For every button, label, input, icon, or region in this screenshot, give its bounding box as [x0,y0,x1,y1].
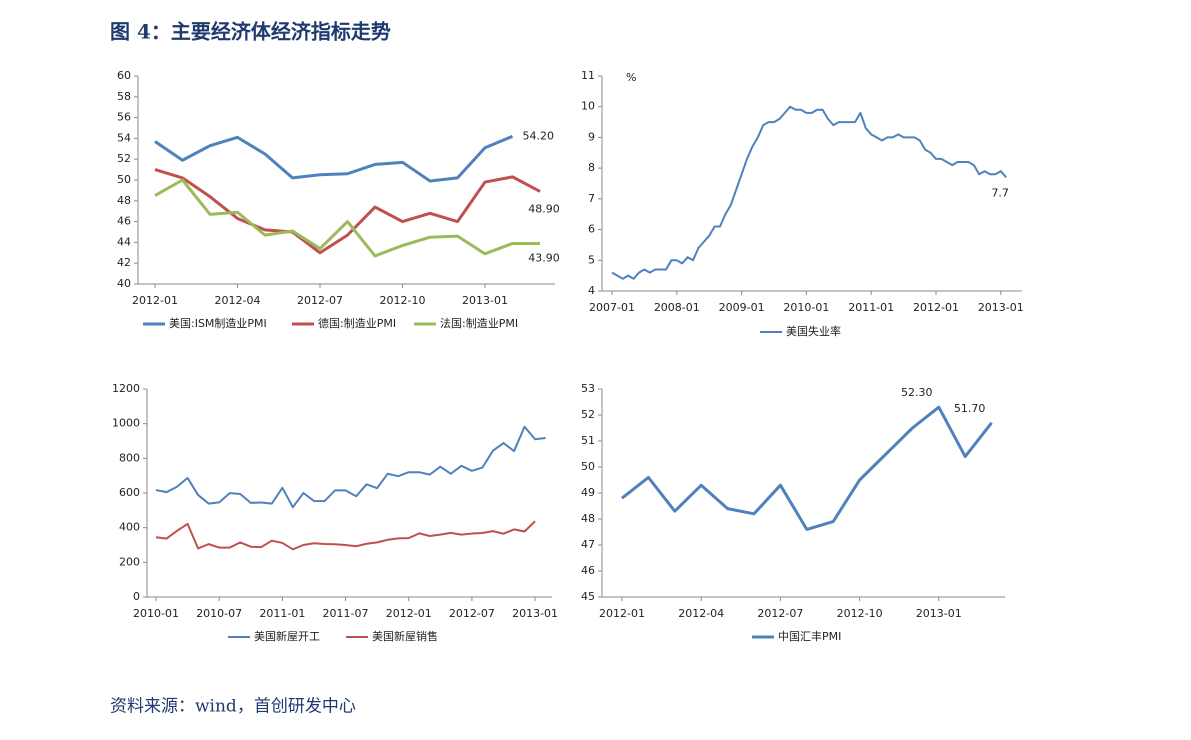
x-tick-label: 2010-01 [133,607,179,620]
legend-label: 法国:制造业PMI [440,316,518,330]
value-label: 54.20 [523,129,555,142]
series-line [154,134,514,183]
y-tick-label: 1000 [112,417,140,430]
value-label: 52.30 [901,386,933,399]
x-tick-label: 2012-10 [380,294,426,307]
legend-label: 美国新屋销售 [372,629,438,643]
series-line [154,178,540,258]
y-tick-label: 50 [581,460,595,473]
legend-label: 美国失业率 [786,324,841,338]
y-tick-label: 11 [581,69,595,82]
y-tick-label: 46 [581,564,595,577]
y-tick-label: 200 [119,555,140,568]
y-tick-label: 60 [117,69,131,82]
x-tick-label: 2012-07 [757,607,803,620]
y-tick-label: 8 [588,161,595,174]
value-label: 7.7 [991,186,1009,199]
figure-title: 图 4：主要经济体经济指标走势 [110,20,391,44]
x-tick-label: 2008-01 [654,301,700,314]
y-tick-label: 48 [581,512,595,525]
y-tick-label: 600 [119,486,140,499]
x-tick-label: 2012-01 [132,294,178,307]
x-tick-label: 2012-01 [599,607,645,620]
legend-label: 中国汇丰PMI [778,630,841,643]
y-tick-label: 45 [581,590,595,603]
y-tick-label: 49 [581,486,595,499]
y-unit: % [626,71,636,84]
x-tick-label: 2011-01 [848,301,894,314]
x-tick-label: 2009-01 [719,301,765,314]
x-tick-label: 2011-07 [323,607,369,620]
x-tick-label: 2012-07 [449,607,495,620]
series-line [611,105,1007,280]
y-tick-label: 47 [581,538,595,551]
legend-label: 美国:ISM制造业PMI [169,316,267,330]
x-tick-label: 2013-01 [916,607,962,620]
legend-label: 德国:制造业PMI [318,316,396,330]
y-tick-label: 58 [117,90,131,103]
legend-label: 美国新屋开工 [254,629,320,643]
y-tick-label: 52 [581,408,595,421]
value-label: 48.90 [528,202,560,215]
y-tick-label: 10 [581,100,595,113]
x-tick-label: 2012-04 [215,294,261,307]
y-tick-label: 54 [117,131,131,144]
y-tick-label: 48 [117,194,131,207]
y-tick-label: 46 [117,215,131,228]
y-tick-label: 1200 [112,382,140,395]
x-tick-label: 2013-01 [512,607,558,620]
x-tick-label: 2013-01 [978,301,1024,314]
y-tick-label: 0 [133,590,140,603]
y-tick-label: 50 [117,173,131,186]
x-tick-label: 2010-07 [196,607,242,620]
series-line [154,168,541,255]
value-label: 43.90 [528,251,560,264]
x-tick-label: 2012-10 [837,607,883,620]
x-tick-label: 2012-04 [678,607,724,620]
value-label: 51.70 [954,402,986,415]
y-tick-label: 51 [581,434,595,447]
x-tick-label: 2012-01 [913,301,959,314]
y-tick-label: 9 [588,130,595,143]
series-line [621,405,993,531]
y-tick-label: 44 [117,235,131,248]
y-tick-label: 52 [117,152,131,165]
y-tick-label: 7 [588,192,595,205]
y-tick-label: 400 [119,521,140,534]
y-tick-label: 53 [581,382,595,395]
series-line [155,520,536,551]
y-tick-label: 40 [117,277,131,290]
x-tick-label: 2012-01 [386,607,432,620]
x-tick-label: 2012-07 [297,294,343,307]
y-tick-label: 6 [588,223,595,236]
series-line [155,425,546,509]
y-tick-label: 800 [119,451,140,464]
x-tick-label: 2007-01 [589,301,635,314]
source-note: 资料来源：wind，首创研发中心 [110,697,356,717]
y-tick-label: 42 [117,256,131,269]
y-tick-label: 5 [588,253,595,266]
x-tick-label: 2010-01 [783,301,829,314]
y-tick-label: 4 [588,284,595,297]
x-tick-label: 2013-01 [462,294,508,307]
y-tick-label: 56 [117,111,131,124]
x-tick-label: 2011-01 [259,607,305,620]
